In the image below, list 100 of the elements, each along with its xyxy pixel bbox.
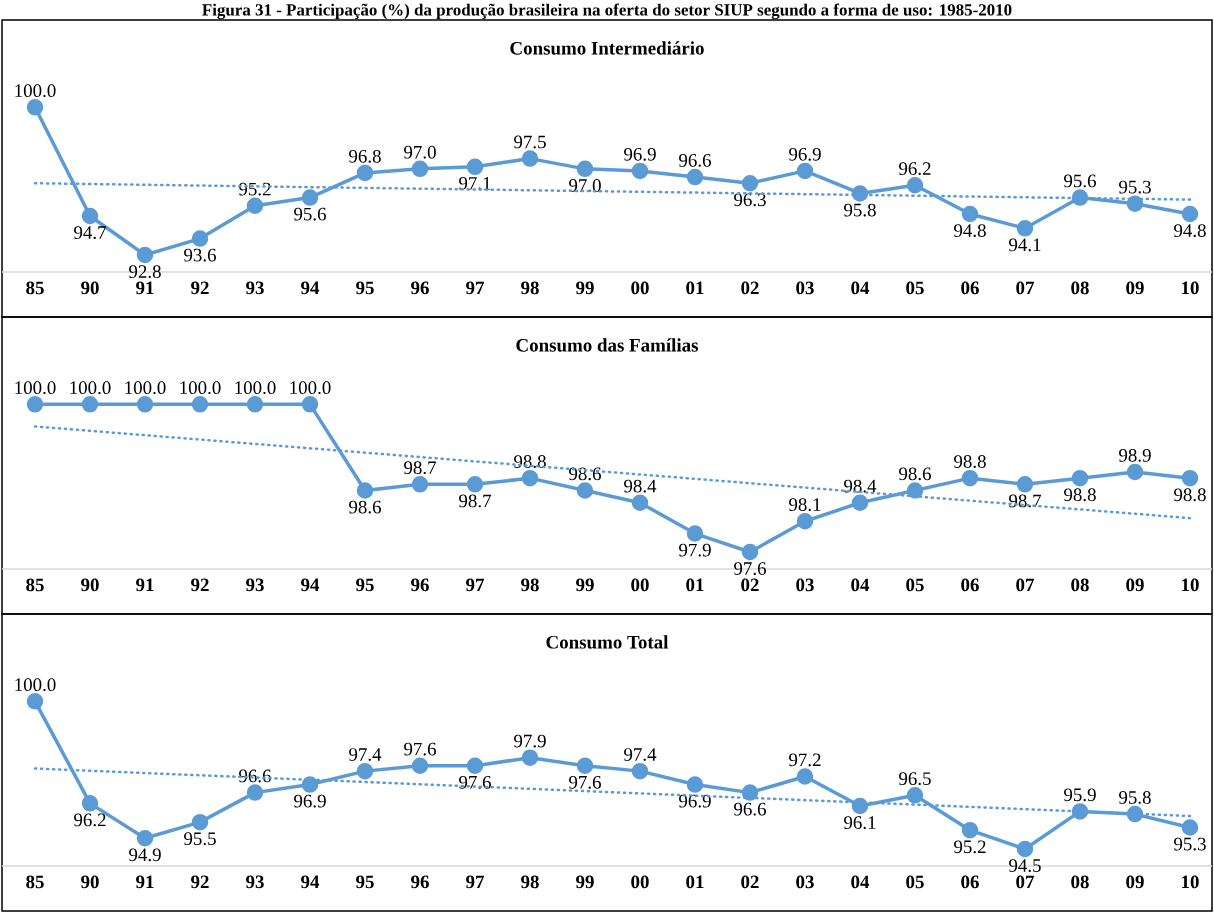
data-label: 98.1 — [789, 498, 821, 512]
data-label: 98.8 — [514, 455, 546, 468]
x-tick-label: 10 — [1182, 281, 1199, 295]
point — [1016, 476, 1034, 493]
x-tick-label: 95 — [356, 281, 374, 295]
point — [741, 174, 759, 192]
data-label: 95.3 — [1119, 180, 1151, 194]
data-label: 100.0 — [15, 381, 56, 395]
point — [26, 693, 44, 710]
point — [246, 396, 264, 413]
point — [741, 784, 759, 801]
point — [961, 821, 979, 839]
point — [411, 757, 429, 775]
point — [81, 795, 99, 812]
x-tick-label: 85 — [26, 281, 44, 295]
data-label: 96.5 — [899, 772, 931, 786]
x-tick-label: 09 — [1126, 875, 1144, 889]
x-tick-label: 90 — [81, 281, 99, 295]
x-tick-label: 99 — [576, 578, 594, 592]
point — [521, 749, 539, 766]
point — [851, 494, 869, 512]
data-label: 95.8 — [1119, 791, 1151, 804]
point — [796, 512, 814, 530]
data-label: 100.0 — [290, 381, 331, 395]
data-label: 98.7 — [459, 494, 492, 508]
point — [521, 150, 539, 167]
data-label: 97.2 — [789, 753, 821, 767]
x-tick-label: 04 — [851, 281, 870, 295]
data-label: 100.0 — [235, 381, 276, 395]
data-label: 98.7 — [1009, 494, 1042, 508]
x-tick-label: 91 — [136, 281, 154, 295]
point — [851, 185, 869, 202]
data-label: 100.0 — [15, 678, 56, 692]
x-tick-label: 08 — [1071, 578, 1089, 592]
point — [136, 396, 154, 413]
point — [686, 525, 704, 542]
point — [961, 469, 979, 487]
data-label: 97.5 — [514, 135, 546, 149]
data-label: 96.8 — [349, 149, 381, 163]
x-tick-label: 05 — [906, 875, 924, 889]
data-label: 97.9 — [679, 543, 711, 557]
data-label: 100.0 — [15, 84, 56, 98]
point — [851, 797, 869, 815]
point — [411, 160, 429, 178]
point — [1071, 469, 1089, 487]
chart-title: Consumo das Famílias — [516, 338, 699, 352]
point — [906, 177, 924, 194]
point — [191, 396, 209, 413]
data-label: 96.2 — [74, 813, 106, 827]
x-tick-label: 04 — [851, 875, 870, 889]
point — [796, 162, 814, 180]
x-tick-label: 04 — [851, 578, 870, 592]
point — [1071, 189, 1089, 206]
point — [1071, 803, 1089, 820]
x-tick-label: 05 — [906, 578, 924, 592]
point — [521, 469, 539, 487]
chart-subtitle: Consumo Intermediário — [510, 41, 704, 55]
x-tick-label: 95 — [356, 875, 374, 889]
point — [1126, 195, 1144, 212]
point — [576, 160, 594, 178]
x-tick-label: 94 — [301, 578, 320, 592]
x-tick-label: 08 — [1071, 875, 1089, 889]
data-label: 95.3 — [1174, 837, 1206, 851]
x-tick-label: 03 — [796, 875, 814, 889]
data-label: 98.6 — [899, 467, 931, 481]
x-tick-label: 95 — [356, 578, 374, 592]
x-tick-label: 97 — [466, 281, 484, 295]
data-label: 100.0 — [125, 381, 166, 395]
x-tick-label: 85 — [26, 875, 44, 889]
x-tick-label: 08 — [1071, 281, 1089, 295]
x-tick-label: 00 — [631, 281, 649, 295]
x-tick-label: 07 — [1016, 281, 1034, 295]
x-tick-label: 07 — [1016, 578, 1034, 592]
x-tick-label: 99 — [576, 875, 594, 889]
x-tick-label: 93 — [246, 578, 264, 592]
data-label: 97.4 — [624, 748, 657, 761]
point — [686, 776, 704, 793]
point — [1016, 840, 1034, 858]
x-tick-label: 98 — [521, 281, 539, 295]
point — [631, 162, 649, 180]
point — [466, 476, 484, 493]
x-tick-label: 92 — [191, 875, 209, 889]
x-tick-label: 97 — [466, 875, 484, 889]
x-tick-label: 01 — [686, 281, 704, 295]
point — [686, 168, 704, 186]
data-label: 96.9 — [789, 147, 821, 161]
x-tick-label: 06 — [961, 875, 979, 889]
x-tick-label: 91 — [136, 578, 154, 592]
x-tick-label: 96 — [411, 578, 429, 592]
point — [906, 482, 924, 499]
point — [1181, 205, 1199, 223]
point — [136, 830, 154, 847]
point — [1126, 805, 1144, 823]
x-tick-label: 03 — [796, 281, 814, 295]
x-tick-label: 96 — [411, 875, 429, 889]
point — [466, 158, 484, 176]
x-tick-label: 90 — [81, 875, 99, 889]
point — [1016, 220, 1034, 237]
x-tick-label: 96 — [411, 281, 429, 295]
point — [1181, 819, 1199, 836]
